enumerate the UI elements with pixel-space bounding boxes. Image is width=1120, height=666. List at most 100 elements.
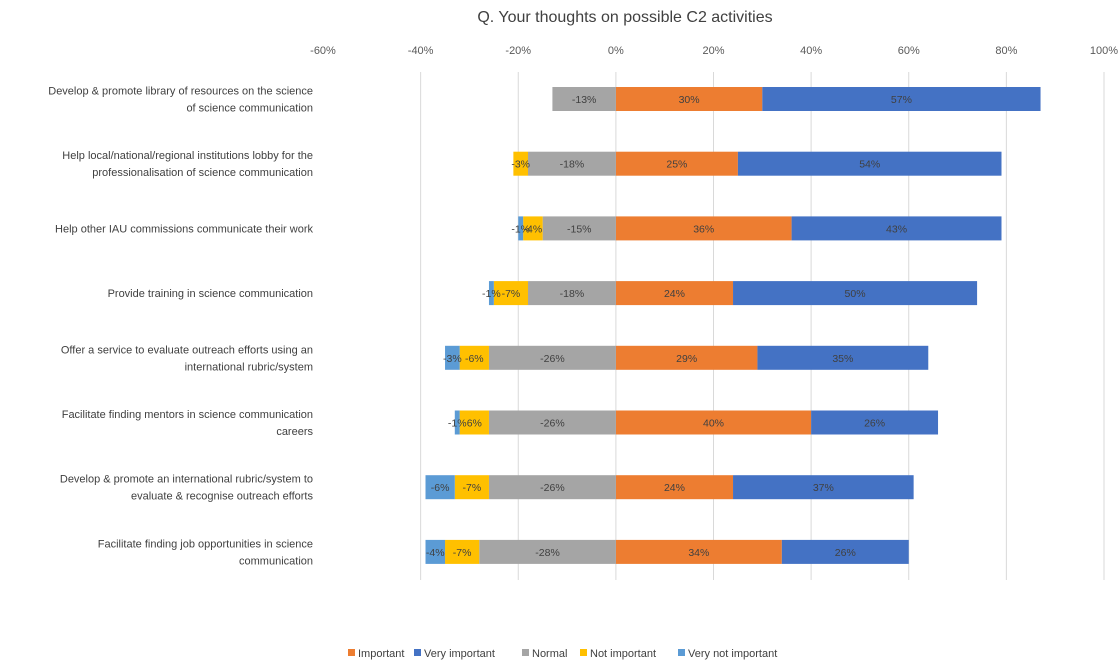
data-label: 6%: [467, 418, 482, 430]
bar-segment: [615, 345, 758, 370]
bar-segment: [493, 281, 529, 306]
x-tick-label: -40%: [408, 45, 434, 57]
category-labels: Develop & promote library of resources o…: [48, 86, 313, 568]
data-label: -18%: [560, 159, 585, 171]
bar-segment: [425, 539, 446, 564]
bar-segment: [733, 281, 978, 306]
data-label: 24%: [664, 288, 685, 300]
gridlines: [420, 72, 1105, 580]
data-label: 24%: [664, 482, 685, 494]
bar-segment: [762, 87, 1041, 111]
data-label: -7%: [463, 482, 482, 494]
bar-segment: [518, 216, 524, 241]
legend-label: Not important: [590, 648, 656, 660]
bar-segment: [733, 475, 914, 500]
x-tick-label: -20%: [505, 45, 531, 57]
x-tick-label: 100%: [1090, 45, 1118, 57]
data-label: -6%: [465, 353, 484, 365]
x-tick-label: -60%: [310, 45, 336, 57]
data-label: 36%: [693, 223, 714, 235]
bar-segment: [615, 281, 734, 306]
bar-segment: [488, 281, 494, 306]
bar-segment: [445, 539, 480, 564]
legend-label: Normal: [532, 648, 567, 660]
data-label: -1%: [511, 223, 530, 235]
legend-swatch: [522, 649, 529, 656]
data-label: 26%: [864, 418, 885, 430]
data-label: -6%: [431, 482, 450, 494]
data-label: 57%: [891, 94, 912, 106]
category-label: Develop & promote an international rubri…: [60, 474, 314, 503]
data-label: -4%: [426, 547, 445, 559]
bars: [425, 87, 1041, 564]
bar-segment: [552, 87, 616, 111]
data-label: 37%: [813, 482, 834, 494]
bar-segment: [615, 87, 763, 111]
category-label: Facilitate finding job opportunities in …: [98, 538, 313, 567]
data-label: -26%: [540, 482, 565, 494]
data-label: -3%: [443, 353, 462, 365]
legend-swatch: [348, 649, 355, 656]
bar-segment: [445, 345, 460, 370]
bar-segment: [459, 345, 489, 370]
x-tick-label: 60%: [898, 45, 920, 57]
bar-segment: [781, 539, 909, 564]
data-label: -7%: [502, 288, 521, 300]
data-label: 43%: [886, 223, 907, 235]
data-label: 50%: [845, 288, 866, 300]
bar-segment: [615, 410, 812, 435]
legend-swatch: [414, 649, 421, 656]
x-tick-label: 0%: [608, 45, 624, 57]
data-label: 40%: [703, 418, 724, 430]
bar-segment: [615, 475, 734, 500]
bar-segment: [454, 410, 460, 435]
data-label: -4%: [524, 223, 543, 235]
data-label: -3%: [511, 159, 530, 171]
bar-segment: [528, 151, 616, 176]
data-label: -1%: [448, 418, 467, 430]
data-label: -7%: [453, 547, 472, 559]
data-label: -26%: [540, 418, 565, 430]
x-tick-label: 40%: [800, 45, 822, 57]
bar-segment: [425, 475, 455, 500]
category-label: Develop & promote library of resources o…: [48, 86, 313, 115]
bar-segment: [523, 216, 543, 241]
data-label: -13%: [572, 94, 597, 106]
data-label: -26%: [540, 353, 565, 365]
category-label: Offer a service to evaluate outreach eff…: [61, 344, 313, 373]
bar-segment: [791, 216, 1002, 241]
data-label: 35%: [832, 353, 853, 365]
legend-label: Very important: [424, 648, 495, 660]
bar-segment: [488, 475, 616, 500]
data-label: 30%: [679, 94, 700, 106]
data-label: -28%: [535, 547, 560, 559]
bar-segment: [811, 410, 939, 435]
category-label: Help other IAU commissions communicate t…: [55, 223, 313, 235]
legend-swatch: [678, 649, 685, 656]
category-label: Facilitate finding mentors in science co…: [62, 409, 314, 438]
bar-segment: [479, 539, 616, 564]
bar-segment: [528, 281, 616, 306]
legend-label: Very not important: [688, 648, 777, 660]
data-label: 54%: [859, 159, 880, 171]
category-label: Provide training in science communicatio…: [108, 288, 313, 300]
x-axis-tick-labels: -60% -40% -20% 0% 20% 40% 60% 80% 100%: [310, 45, 1118, 57]
bar-segment: [488, 345, 616, 370]
bar-segment: [737, 151, 1002, 176]
chart-title: Q. Your thoughts on possible C2 activiti…: [477, 9, 772, 26]
bar-segment: [542, 216, 616, 241]
data-label: 26%: [835, 547, 856, 559]
legend-swatch: [580, 649, 587, 656]
data-labels: 30% 57%-13%25% 54%-18%-3%36% 43%-15%-4%-1%2…: [426, 94, 912, 559]
legend: Important Very important Normal Not importa…: [348, 648, 777, 660]
bar-segment: [615, 216, 792, 241]
data-label: -18%: [560, 288, 585, 300]
x-tick-label: 80%: [995, 45, 1017, 57]
x-tick-label: 20%: [702, 45, 724, 57]
bar-segment: [459, 410, 489, 435]
bar-segment: [488, 410, 616, 435]
data-label: -15%: [567, 223, 592, 235]
legend-label: Important: [358, 648, 404, 660]
category-label: Help local/national/regional institution…: [62, 150, 313, 179]
